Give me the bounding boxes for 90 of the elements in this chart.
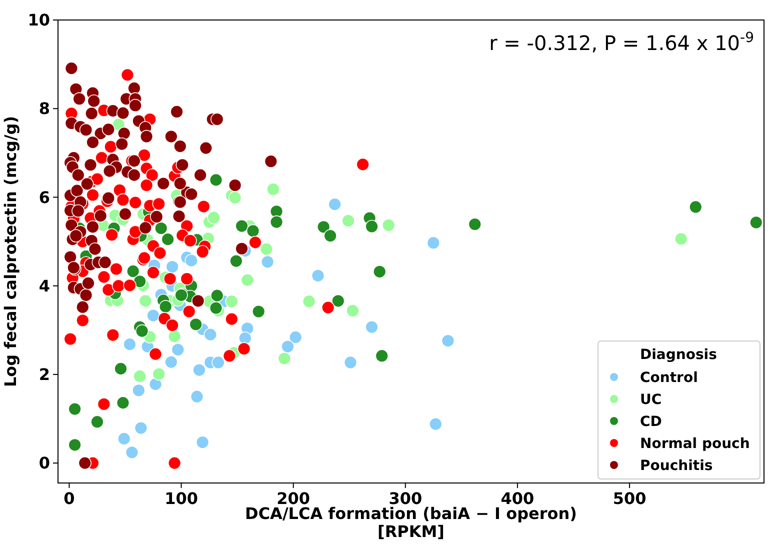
y-tick-label: 2	[38, 365, 50, 384]
point	[426, 236, 440, 250]
point	[196, 436, 210, 449]
point	[209, 301, 223, 315]
point	[138, 294, 152, 308]
point	[154, 222, 168, 235]
point	[133, 274, 146, 288]
point	[270, 204, 284, 218]
point	[123, 338, 136, 351]
point	[171, 343, 185, 356]
y-axis-title: Log fecal calprotectin (mcg/g)	[1, 116, 20, 388]
y-tick-label: 8	[38, 99, 50, 118]
point	[429, 417, 442, 431]
point	[192, 363, 206, 377]
point	[148, 378, 162, 391]
point	[68, 438, 82, 452]
point	[132, 384, 146, 397]
point	[228, 191, 242, 204]
point	[166, 260, 179, 274]
point	[288, 330, 302, 344]
point	[260, 255, 274, 268]
legend-label: Control	[640, 370, 698, 386]
point	[375, 349, 388, 362]
point	[230, 254, 243, 268]
point	[184, 254, 198, 268]
point	[266, 182, 280, 196]
point	[342, 214, 355, 228]
y-tick-label: 10	[28, 10, 50, 30]
point	[158, 300, 172, 314]
legend-label: CD	[640, 414, 662, 430]
point	[344, 356, 358, 370]
point	[302, 294, 316, 308]
point	[90, 415, 104, 428]
point	[168, 330, 182, 343]
y-tick-label: 6	[38, 188, 50, 207]
point	[240, 273, 254, 287]
point	[260, 242, 274, 256]
point	[133, 370, 146, 383]
point	[68, 402, 82, 416]
point	[346, 304, 360, 318]
point	[225, 294, 238, 308]
point	[270, 215, 284, 229]
point	[126, 264, 140, 278]
point	[281, 340, 294, 354]
x-tick-label: 100	[164, 489, 198, 508]
point	[210, 288, 224, 302]
point	[468, 218, 482, 231]
point	[324, 229, 337, 242]
x-tick-label: 500	[612, 489, 646, 508]
legend-label: Normal pouch	[640, 436, 750, 452]
point	[365, 220, 378, 234]
point	[750, 216, 763, 230]
y-tick-label: 0	[38, 454, 50, 473]
point	[365, 320, 378, 334]
point	[189, 318, 202, 331]
point	[382, 218, 396, 232]
point	[204, 328, 218, 342]
point	[332, 294, 345, 308]
point	[674, 232, 688, 246]
point	[252, 304, 266, 318]
point	[146, 308, 160, 322]
point	[152, 367, 166, 381]
point	[373, 265, 386, 278]
point	[116, 396, 130, 410]
point	[207, 211, 220, 224]
point	[328, 198, 342, 211]
point	[238, 332, 252, 345]
point	[311, 269, 325, 282]
point	[246, 224, 260, 238]
point	[235, 219, 248, 233]
annotation: r = -0.312, P = 1.64 x 10$^{-9}$	[489, 30, 754, 55]
legend-label: Pouchitis	[640, 458, 713, 474]
legend-label: UC	[640, 392, 662, 408]
y-tick-label: 4	[38, 276, 50, 296]
point	[212, 356, 225, 370]
legend-title: Diagnosis	[640, 347, 717, 363]
point	[134, 421, 148, 435]
point	[161, 232, 174, 246]
point	[441, 334, 455, 348]
point	[114, 362, 128, 376]
point	[278, 352, 291, 366]
point	[209, 173, 223, 187]
point	[689, 200, 702, 214]
point	[164, 355, 178, 369]
point	[190, 390, 204, 404]
point	[135, 324, 149, 338]
point	[125, 446, 139, 460]
x-tick-label: 0	[64, 489, 75, 508]
point	[118, 432, 131, 446]
point	[316, 220, 330, 234]
